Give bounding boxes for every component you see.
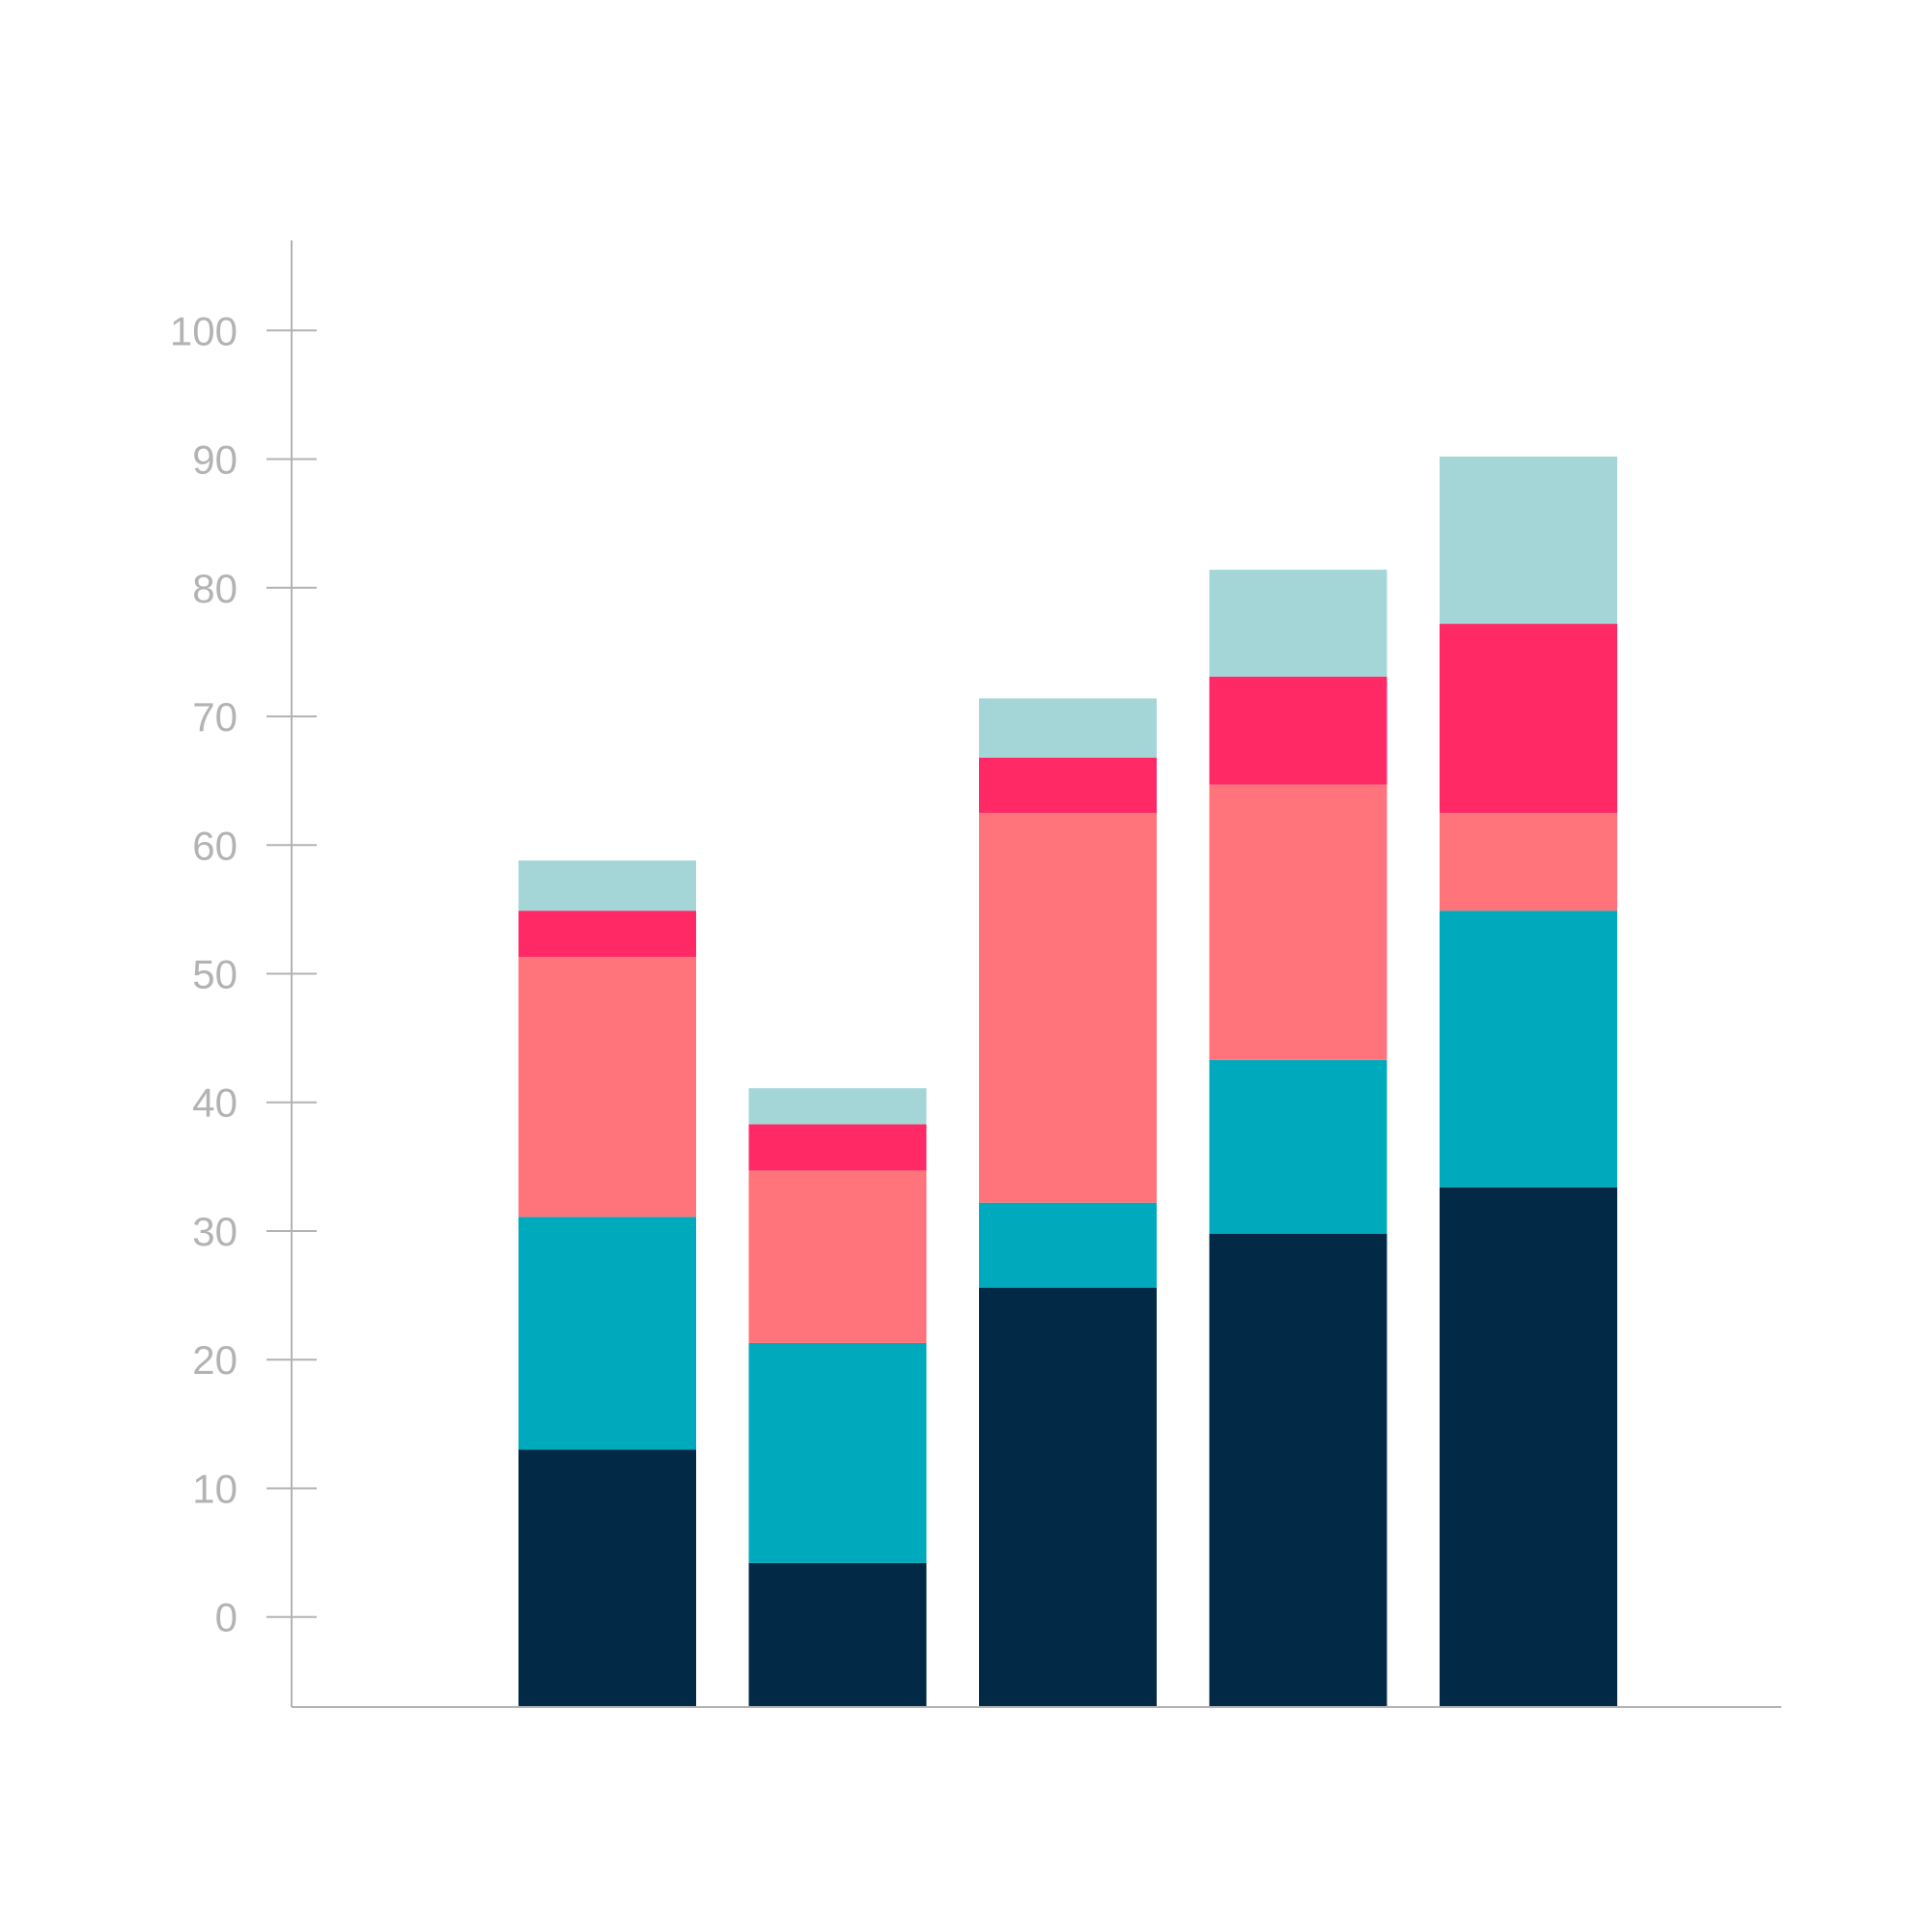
y-tick-label-0: 0 [215,1595,238,1640]
bar-segment-1-series-4 [518,910,696,958]
bar-segment-5-series-2 [1440,910,1617,1188]
bar-segment-4-series-1 [1209,1233,1387,1707]
bar-segment-2-series-3 [748,1170,927,1343]
y-tick-label-30: 30 [192,1209,238,1254]
bar-segment-2-series-4 [748,1124,927,1171]
y-tick-label-20: 20 [192,1337,238,1383]
y-tick-label-10: 10 [192,1466,238,1511]
y-tick-label-70: 70 [192,694,238,740]
bar-segment-5-series-3 [1440,812,1617,911]
bar-segment-1-series-3 [518,957,696,1218]
bar-segment-4-series-5 [1209,570,1387,677]
bar-segment-3-series-1 [979,1287,1157,1707]
bar-segment-5-series-1 [1440,1187,1617,1707]
bar-segment-3-series-5 [979,698,1157,758]
bar-segment-2-series-2 [748,1342,927,1563]
y-tick-label-90: 90 [192,437,238,483]
y-tick-label-80: 80 [192,566,238,611]
bar-segment-3-series-4 [979,757,1157,813]
y-tick-label-40: 40 [192,1080,238,1126]
bars [518,456,1617,1707]
axes: 0 10 20 30 40 50 60 70 80 90 100 [170,240,1781,1708]
bar-segment-2-series-5 [748,1088,927,1125]
bar-segment-1-series-5 [518,860,696,911]
bar-segment-3-series-3 [979,812,1157,1203]
bar-segment-2-series-1 [748,1562,927,1707]
y-tick-label-50: 50 [192,952,238,997]
bar-segment-3-series-2 [979,1202,1157,1288]
bar-segment-4-series-2 [1209,1059,1387,1234]
y-tick-label-60: 60 [192,823,238,868]
bar-segment-5-series-5 [1440,456,1617,625]
y-axis-ticks: 0 10 20 30 40 50 60 70 80 90 100 [170,308,317,1640]
bar-segment-1-series-1 [518,1449,696,1707]
bar-segment-4-series-3 [1209,784,1387,1060]
bar-segment-4-series-4 [1209,676,1387,785]
y-tick-label-100: 100 [170,308,238,353]
bar-segment-5-series-4 [1440,624,1617,813]
bar-segment-1-series-2 [518,1217,696,1450]
